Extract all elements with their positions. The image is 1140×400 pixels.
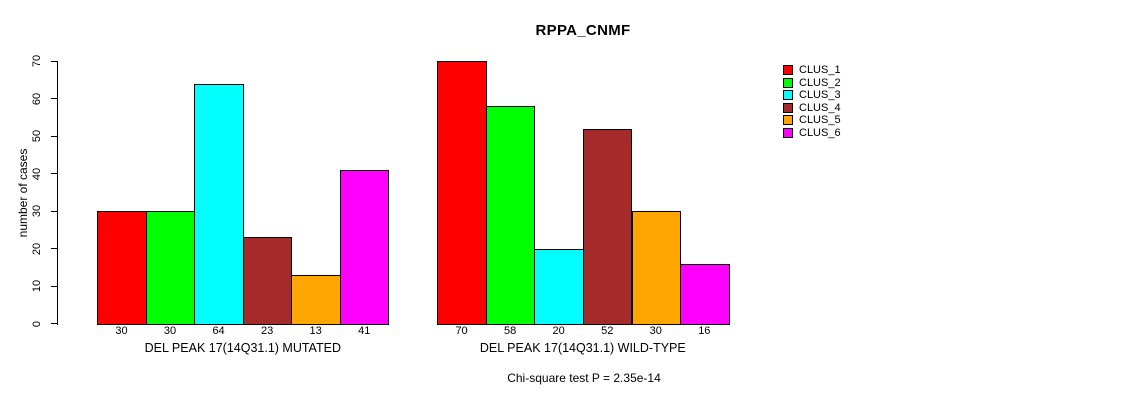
y-tick — [50, 135, 57, 137]
bar-clus_6-group2 — [680, 263, 730, 325]
bar-value-label: 58 — [504, 325, 517, 337]
y-tick — [50, 98, 57, 99]
y-tick-label: 20 — [31, 242, 43, 255]
legend-swatch-clus_5 — [783, 115, 793, 126]
legend-swatch-clus_3 — [783, 90, 793, 101]
legend-label-clus_1: CLUS_1 — [799, 64, 841, 76]
y-tick — [50, 323, 57, 324]
legend-swatch-clus_2 — [783, 77, 793, 88]
bar-clus_3-group2 — [534, 248, 584, 325]
legend-label-clus_6: CLUS_6 — [799, 127, 841, 139]
y-tick — [50, 210, 57, 212]
bar-value-label: 30 — [163, 325, 177, 337]
chi-square-note: Chi-square test P = 2.35e-14 — [507, 371, 661, 385]
y-tick — [50, 60, 57, 62]
y-tick-label: 0 — [31, 320, 43, 327]
y-axis-label: number of cases — [16, 148, 30, 238]
bar-clus_4-group1 — [242, 237, 293, 325]
bar-clus_1-group2 — [437, 61, 487, 325]
legend-swatch-clus_6 — [783, 128, 793, 138]
y-tick — [50, 173, 57, 174]
bar-clus_3-group1 — [194, 83, 244, 325]
y-tick-label: 60 — [31, 92, 43, 105]
y-tick-label: 70 — [31, 54, 43, 68]
y-tick — [50, 248, 57, 249]
bar-value-label: 13 — [309, 325, 322, 337]
legend-swatch-clus_1 — [783, 65, 793, 75]
bar-clus_2-group2 — [485, 106, 536, 325]
bar-clus_4-group2 — [582, 128, 633, 325]
y-tick-label: 30 — [31, 204, 43, 218]
x-axis-group-label-mutated: DEL PEAK 17(14Q31.1) MUTATED — [144, 341, 341, 355]
y-tick-label: 10 — [31, 279, 43, 293]
y-axis-line — [57, 61, 58, 325]
bar-value-label: 52 — [601, 325, 614, 337]
bar-value-label: 16 — [698, 325, 711, 337]
bar-value-label: 41 — [358, 325, 371, 337]
bar-value-label: 64 — [212, 325, 225, 337]
bar-value-label: 20 — [552, 325, 565, 337]
bar-clus_5-group1 — [291, 274, 341, 325]
legend-label-clus_3: CLUS_3 — [799, 89, 841, 102]
bar-clus_1-group1 — [97, 211, 147, 325]
bar-value-label: 70 — [455, 325, 468, 337]
legend-label-clus_5: CLUS_5 — [799, 114, 841, 127]
legend-label-clus_4: CLUS_4 — [799, 101, 841, 114]
y-tick — [50, 285, 57, 287]
bar-value-label: 30 — [115, 325, 128, 337]
legend-label-clus_2: CLUS_2 — [799, 76, 841, 89]
bar-value-label: 23 — [261, 325, 274, 337]
bar-clus_2-group1 — [145, 211, 196, 325]
x-axis-group-label-wildtype: DEL PEAK 17(14Q31.1) WILD-TYPE — [479, 341, 686, 355]
y-tick-label: 50 — [31, 129, 43, 143]
bar-value-label: 30 — [649, 325, 662, 337]
legend-swatch-clus_4 — [783, 102, 793, 113]
y-tick-label: 40 — [31, 167, 43, 180]
chart-title: RPPA_CNMF — [535, 22, 631, 39]
bar-clus_6-group1 — [339, 169, 390, 325]
bar-clus_5-group2 — [631, 211, 682, 325]
